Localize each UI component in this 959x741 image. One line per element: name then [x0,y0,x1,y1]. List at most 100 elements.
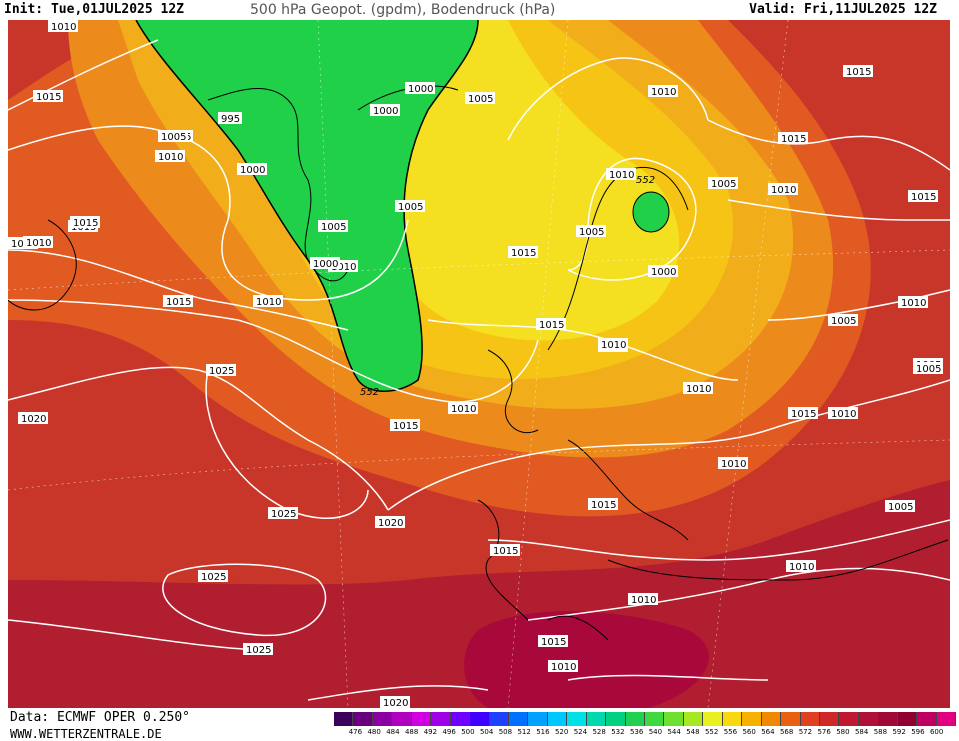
isobar-label-text: 1010 [686,384,711,395]
scale-label: 588 [873,728,888,736]
isobar-label: 1015 [33,90,63,103]
scale-label: 584 [854,728,869,736]
scale-label: 596 [911,728,925,736]
isobar-label-text: 1000 [313,259,338,270]
isobar-label-box [198,570,228,582]
isobar-label-text: 1010 [771,185,796,196]
scale-cell [392,712,412,726]
contour-label-text: 552 [360,387,379,398]
scale-cell [936,712,956,726]
isobar-label: 1015 [843,65,873,78]
isobar-label-text: 1025 [201,572,226,583]
scale-label: 480 [367,728,381,736]
isobar-label-box [538,635,568,647]
isobar-label-box [465,92,495,104]
isobar-label-box [253,295,283,307]
isobar-label: 1005 [885,500,915,513]
scale-label: 496 [442,728,456,736]
isobar-label-box [606,168,636,180]
isobar-label: 1020 [375,516,405,529]
isobar-label-text: 1010 [721,459,746,470]
isobar-label: 1010 [598,338,628,351]
isobar-label-text: 1020 [378,518,403,529]
isobar-label-box [375,516,405,528]
map-header: Init: Tue,01JUL2025 12Z 500 hPa Geopot. … [0,0,959,20]
isobar-label-text: 1000 [408,84,433,95]
scale-label: 576 [817,728,831,736]
isobar-label-text: 1010 [256,297,281,308]
isobar-label-box [218,112,242,124]
isobar-label-box [828,407,858,419]
scale-cell [625,712,645,726]
isobar-label-box [70,216,100,228]
isobar-label-text: 1015 [541,637,566,648]
isobar-label: 1015 [538,635,568,648]
scale-cell [489,712,509,726]
isobar-label: 1025 [268,507,298,520]
scale-cell [334,712,354,726]
isobar-label-text: 1005 [916,364,941,375]
isobar-label-text: 1020 [21,414,46,425]
isobar-label-box [648,265,678,277]
isobar-label: 1010 [253,295,283,308]
scale-label: 556 [723,728,738,736]
scale-cell [664,712,684,726]
isobar-label-text: 995 [221,114,240,125]
init-time: Init: Tue,01JUL2025 12Z [4,2,185,17]
isobar-label-box [885,500,915,512]
isobar-label-box [508,246,538,258]
map-footer: Data: ECMWF OPER 0.250° WWW.WETTERZENTRA… [0,708,959,741]
isobar-label-text: 1025 [246,645,271,656]
isobar-label-box [588,498,618,510]
isobar-label-box [23,236,53,248]
isobar-label: 1010 [448,402,478,415]
scale-cell [431,712,451,726]
scale-cell [528,712,548,726]
scale-cell [819,712,840,726]
isobar-label: 1010 [48,20,78,33]
isobar-label-text: 1005 [579,227,604,238]
isobar-label-box [778,132,808,144]
isobar-label: 1015 [490,544,520,557]
isobar-label-box [548,660,578,672]
isobar-label: 1015 [536,318,566,331]
scale-label: 484 [386,728,400,736]
isobar-label: 1015 [788,407,818,420]
scale-cell [567,712,587,726]
isobar-label-text: 1010 [901,298,926,309]
scale-label: 544 [667,728,681,736]
isobar-label-box [683,382,713,394]
isobar-label-text: 1015 [511,248,536,259]
isobar-label: 1015 [70,216,100,229]
isobar-label: 1000 [405,82,435,95]
isobar-label: 1005 [318,220,348,233]
isobar-label-text: 1005 [161,132,186,143]
scale-cell [839,712,859,726]
scale-label: 508 [498,728,513,736]
isobar-label-box [18,412,48,424]
isobar-label: 1010 [648,85,678,98]
isobar-label-box [898,296,928,308]
isobar-label-box [163,295,193,307]
isobar-label-box [243,643,273,655]
isobar-label-text: 1005 [711,179,736,190]
isobar-label-box [768,183,798,195]
isobar-label-box [908,190,938,202]
scale-cell [781,712,801,726]
scale-cell [878,712,898,726]
contour-label-text: 552 [636,175,655,186]
isobar-label-text: 1010 [451,404,476,415]
isobar-label-text: 1025 [271,509,296,520]
isobar-label-box [395,200,425,212]
isobar-label: 1010 [898,296,928,309]
scale-cell [411,712,432,726]
scale-label: 476 [348,728,363,736]
isobar-label: 1010 [828,407,858,420]
isobar-label: 1005 [576,225,606,238]
scale-label: 516 [536,728,550,736]
isobar-label-box [576,225,606,237]
scale-cell [917,712,937,726]
isobar-label-text: 1015 [791,409,816,420]
isobar-label: 1015 [588,498,618,511]
isobar-label-box [155,150,185,162]
